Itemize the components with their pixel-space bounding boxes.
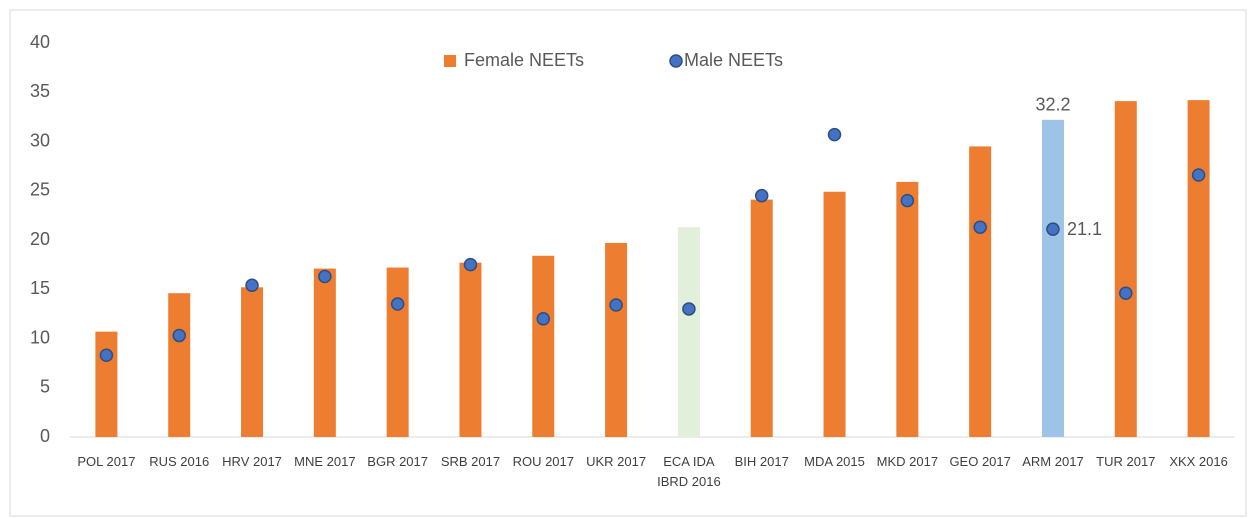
y-tick-label: 0: [40, 426, 50, 446]
dot: [99, 348, 114, 362]
dot: [900, 193, 915, 208]
dot: [1119, 286, 1133, 300]
dot: [609, 298, 623, 312]
x-tick-label: ROU 2017: [512, 454, 574, 469]
x-tick-label: MKD 2017: [876, 454, 939, 469]
x-tick-label: ARM 2017: [1022, 454, 1084, 469]
y-tick-label: 15: [30, 278, 50, 298]
dot: [245, 278, 259, 293]
y-tick-label: 30: [30, 130, 50, 150]
bar: [95, 331, 118, 437]
bar: [1041, 119, 1064, 437]
y-tick-label: 20: [30, 229, 50, 249]
bar: [750, 199, 773, 437]
y-tick-label: 10: [30, 327, 50, 347]
bar: [386, 267, 409, 437]
x-tick-label: TUR 2017: [1096, 454, 1156, 469]
bar: [896, 181, 919, 437]
bar: [459, 262, 482, 437]
x-tick-label: BGR 2017: [367, 454, 428, 469]
bar: [1187, 100, 1210, 437]
dot: [973, 220, 987, 234]
y-tick-label: 35: [30, 81, 50, 101]
dot: [754, 188, 769, 203]
legend-swatch: [669, 54, 683, 68]
bar: [605, 242, 628, 437]
x-tick-label: MDA 2015: [804, 454, 865, 469]
y-tick-label: 25: [30, 180, 50, 200]
x-tick-label: POL 2017: [77, 454, 136, 469]
x-tick-label: ECA IDA IBRD 2016: [657, 454, 721, 489]
bar: [532, 255, 555, 437]
bar: [1114, 101, 1137, 438]
bar: [241, 287, 264, 437]
dot: [827, 127, 842, 142]
bar: [823, 191, 846, 437]
y-tick-label: 5: [40, 377, 50, 397]
x-tick-label: HRV 2017: [222, 454, 282, 469]
x-tick-label: XKX 2016: [1169, 454, 1228, 469]
x-tick-label: BIH 2017: [734, 454, 789, 469]
x-tick-label: GEO 2017: [949, 454, 1011, 469]
data-label: 32.2: [1035, 95, 1070, 115]
chart-border: [9, 9, 1247, 517]
x-tick-label: SRB 2017: [440, 454, 501, 469]
bar: [168, 293, 191, 437]
data-label: 21.1: [1067, 219, 1102, 239]
bar: [969, 146, 992, 438]
dot: [390, 297, 405, 311]
dot: [1046, 222, 1060, 236]
x-tick-label: UKR 2017: [586, 454, 647, 469]
bar: [313, 268, 336, 437]
dot: [172, 328, 186, 343]
y-tick-label: 40: [30, 32, 50, 52]
dot: [1191, 168, 1206, 182]
dot: [463, 257, 478, 272]
dot: [682, 302, 696, 316]
x-tick-label: MNE 2017: [294, 454, 356, 469]
bar: [677, 227, 700, 437]
legend-label: Female NEETs: [464, 50, 584, 70]
legend-label: Male NEETs: [684, 50, 783, 70]
legend-swatch: [444, 55, 456, 67]
x-tick-label: RUS 2016: [149, 454, 210, 469]
dot: [536, 312, 551, 326]
dot: [318, 269, 332, 284]
